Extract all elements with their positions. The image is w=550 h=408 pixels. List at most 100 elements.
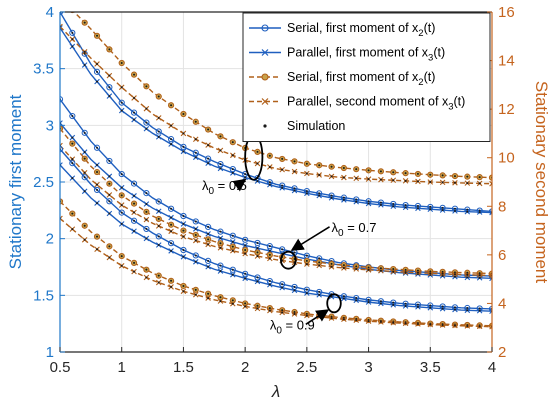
- x-tick-label: 1.5: [173, 359, 194, 376]
- simulation-point: [207, 144, 210, 147]
- simulation-point: [330, 165, 333, 168]
- simulation-point: [96, 34, 99, 37]
- simulation-point: [305, 172, 308, 175]
- simulation-point: [379, 201, 382, 204]
- simulation-point: [182, 132, 185, 135]
- simulation-point: [194, 233, 197, 236]
- simulation-point: [71, 115, 74, 118]
- simulation-point: [429, 181, 432, 183]
- simulation-point: [429, 272, 432, 275]
- simulation-point: [478, 176, 481, 179]
- simulation-point: [244, 305, 247, 308]
- simulation-point: [281, 286, 284, 289]
- simulation-point: [71, 212, 74, 215]
- legend-swatch-marker: [261, 24, 269, 32]
- y-left-tick-label: 2: [46, 231, 54, 248]
- simulation-point: [182, 290, 185, 293]
- simulation-point: [429, 306, 432, 309]
- simulation-point: [367, 202, 370, 205]
- simulation-point: [83, 50, 86, 53]
- simulation-point: [108, 48, 111, 51]
- simulation-point: [157, 95, 160, 98]
- simulation-point: [219, 167, 222, 170]
- simulation-point: [404, 268, 407, 271]
- simulation-point: [453, 210, 456, 213]
- annotation-label: λ0 = 0.9: [270, 317, 315, 336]
- simulation-point: [404, 271, 407, 274]
- data-point-marker: [229, 165, 236, 173]
- simulation-point: [392, 321, 395, 324]
- simulation-point: [441, 209, 444, 212]
- data-point-marker: [118, 209, 125, 216]
- series-line: [60, 164, 492, 312]
- y-left-tick-label: 3: [46, 117, 54, 134]
- simulation-point: [133, 194, 136, 197]
- simulation-point: [342, 198, 345, 201]
- simulation-point: [194, 288, 197, 291]
- simulation-point: [416, 322, 419, 325]
- simulation-point: [256, 276, 259, 279]
- simulation-point: [108, 175, 111, 178]
- simulation-point: [305, 263, 308, 266]
- data-point-marker: [167, 240, 175, 247]
- simulation-point: [342, 167, 345, 170]
- simulation-point: [416, 305, 419, 308]
- simulation-point: [404, 302, 407, 305]
- simulation-point: [355, 200, 358, 203]
- simulation-point: [194, 260, 197, 263]
- simulation-point: [367, 298, 370, 301]
- simulation-point: [194, 239, 197, 242]
- simulation-point: [108, 95, 111, 98]
- simulation-point: [182, 255, 185, 258]
- simulation-point: [453, 181, 456, 184]
- simulation-point: [133, 118, 136, 121]
- simulation-point: [108, 74, 111, 77]
- simulation-point: [268, 183, 271, 186]
- simulation-point: [133, 270, 136, 273]
- data-point-marker: [266, 277, 273, 285]
- simulation-point: [170, 143, 173, 146]
- simulation-point: [293, 311, 296, 314]
- annotation-arrow: [232, 178, 247, 192]
- annotation-1: λ0 = 0.7: [280, 220, 376, 270]
- legend-swatch-marker: [261, 49, 269, 56]
- simulation-point: [145, 85, 148, 88]
- simulation-point: [120, 186, 123, 189]
- simulation-point: [453, 308, 456, 311]
- simulation-point: [157, 274, 160, 277]
- data-point-marker: [130, 180, 138, 187]
- simulation-point: [170, 124, 173, 127]
- simulation-point: [416, 271, 419, 274]
- data-point-marker: [60, 23, 63, 30]
- simulation-point: [392, 205, 395, 208]
- simulation-point: [268, 165, 271, 168]
- simulation-point: [83, 21, 86, 24]
- simulation-point: [466, 271, 469, 274]
- simulation-point: [145, 210, 148, 213]
- data-point-marker: [489, 180, 492, 187]
- y-left-axis-label: Stationary first moment: [6, 94, 25, 269]
- data-point-marker: [130, 217, 138, 224]
- simulation-point: [281, 186, 284, 189]
- simulation-point: [441, 270, 444, 273]
- data-point-marker: [143, 225, 150, 233]
- legend-item: Serial, first moment of x2(t): [249, 21, 435, 39]
- simulation-point: [231, 168, 234, 171]
- simulation-point: [145, 227, 148, 230]
- data-point-marker: [254, 239, 261, 247]
- simulation-point: [96, 80, 99, 83]
- simulation-point: [170, 207, 173, 210]
- simulation-point: [342, 297, 345, 300]
- simulation-point: [133, 202, 136, 205]
- simulation-point: [441, 181, 444, 184]
- simulation-point: [231, 299, 234, 302]
- simulation-point: [219, 270, 222, 273]
- data-point-marker: [60, 162, 63, 168]
- simulation-point: [281, 283, 284, 286]
- simulation-point: [466, 307, 469, 310]
- data-point-marker: [489, 272, 492, 279]
- y-right-tick-label: 10: [498, 150, 515, 167]
- simulation-point: [404, 206, 407, 209]
- simulation-point: [244, 249, 247, 251]
